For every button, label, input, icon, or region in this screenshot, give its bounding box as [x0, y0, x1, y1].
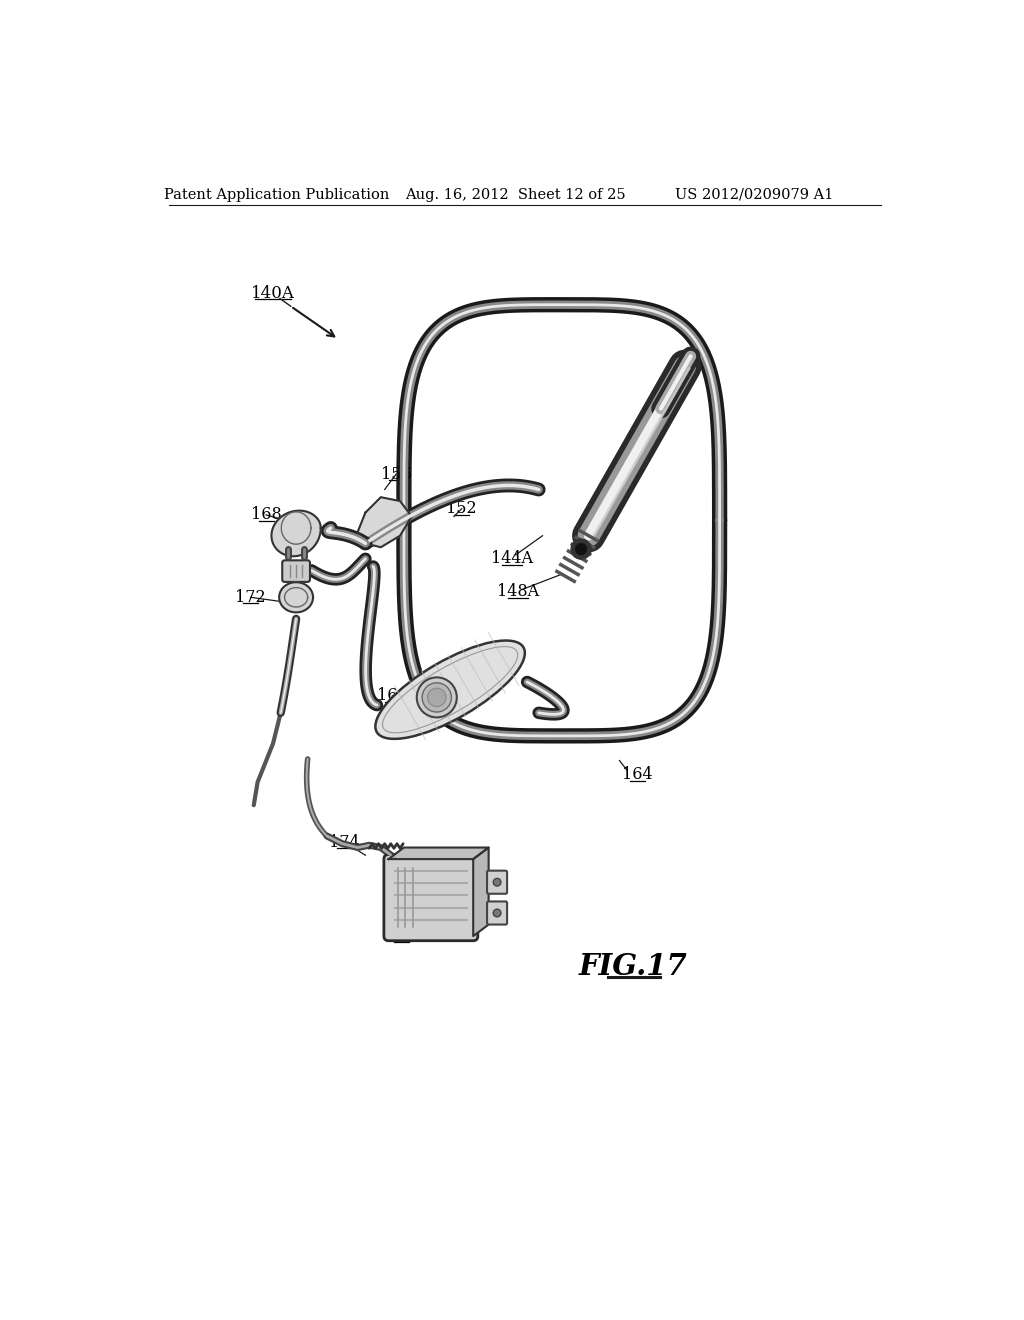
Ellipse shape	[376, 640, 525, 739]
Circle shape	[417, 677, 457, 718]
Text: Aug. 16, 2012  Sheet 12 of 25: Aug. 16, 2012 Sheet 12 of 25	[406, 187, 626, 202]
Text: 164: 164	[622, 766, 652, 783]
Circle shape	[494, 909, 501, 917]
Circle shape	[571, 539, 591, 560]
Polygon shape	[473, 847, 488, 936]
Circle shape	[494, 878, 501, 886]
Text: 160: 160	[377, 688, 408, 705]
Text: 163: 163	[385, 711, 416, 729]
Text: 156: 156	[381, 466, 412, 483]
Circle shape	[422, 682, 452, 711]
Text: FIG.17: FIG.17	[579, 953, 688, 981]
FancyBboxPatch shape	[487, 902, 507, 924]
FancyBboxPatch shape	[283, 560, 310, 582]
FancyBboxPatch shape	[487, 871, 507, 894]
Text: 172: 172	[236, 589, 266, 606]
FancyBboxPatch shape	[384, 854, 478, 941]
Polygon shape	[280, 582, 313, 612]
Text: 148A: 148A	[497, 583, 539, 601]
Text: 144A: 144A	[490, 550, 532, 568]
Circle shape	[428, 688, 446, 706]
Text: 176: 176	[386, 928, 417, 945]
Text: 152: 152	[446, 500, 477, 517]
Polygon shape	[357, 498, 412, 548]
Polygon shape	[388, 847, 488, 859]
Text: US 2012/0209079 A1: US 2012/0209079 A1	[675, 187, 834, 202]
Text: 174: 174	[330, 834, 359, 850]
Text: 168: 168	[251, 507, 282, 524]
Text: 140A: 140A	[251, 285, 295, 302]
Text: Patent Application Publication: Patent Application Publication	[164, 187, 389, 202]
Circle shape	[575, 544, 587, 554]
Polygon shape	[271, 511, 321, 556]
